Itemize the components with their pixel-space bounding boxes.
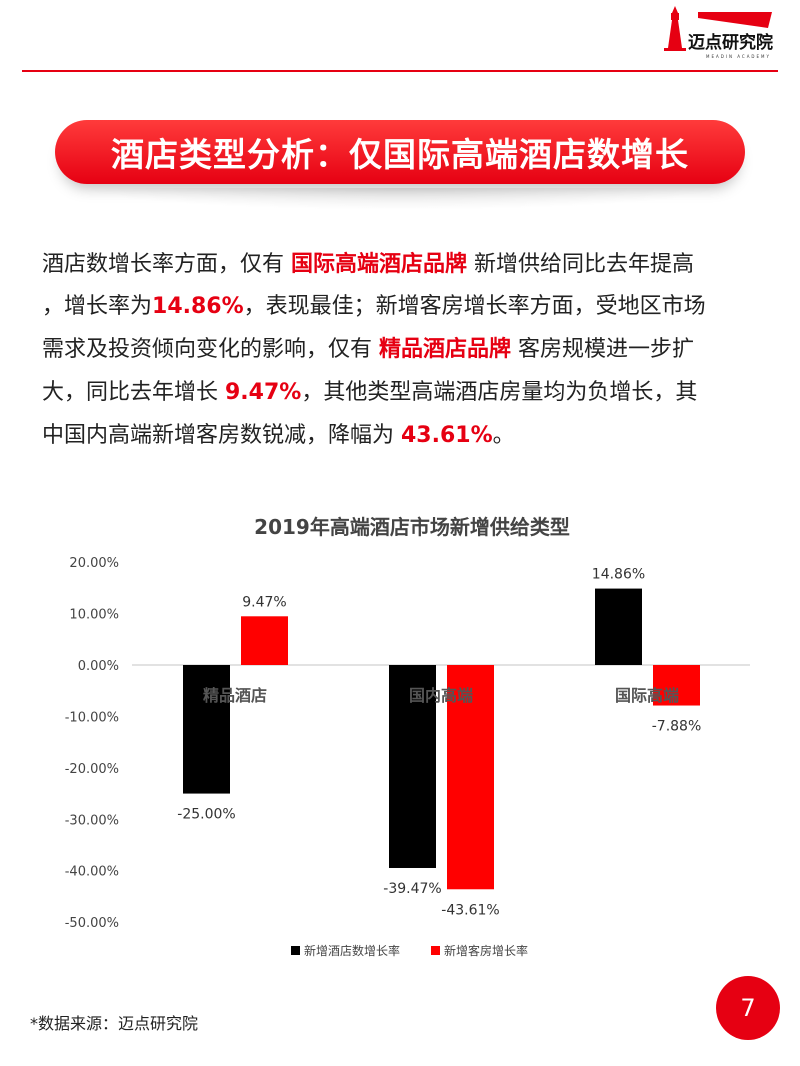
y-tick-label: 0.00% [78,659,119,674]
logo-text: 迈点研究院 [688,32,773,53]
paragraph-line: 需求及投资倾向变化的影响，仅有 精品酒店品牌 客房规模进一步扩 [42,331,694,363]
bar-rooms [447,665,494,890]
page-number: 7 [716,976,780,1040]
bar-hotels [389,665,436,868]
text-segment: 大，同比去年增长 [42,380,225,405]
legend-label: 新增客房增长率 [444,943,528,958]
y-tick-label: -30.00% [65,813,119,828]
paragraph-line: ，增长率为14.86%，表现最佳；新增客房增长率方面，受地区市场 [42,288,706,320]
legend-label: 新增酒店数增长率 [304,943,400,958]
bar-hotels [595,588,642,665]
banner-shadow [80,188,720,210]
text-segment: ，增长率为 [42,294,153,319]
bar-hotels [183,665,230,794]
bar-rooms [653,665,700,706]
y-tick-label: -20.00% [65,762,119,777]
text-segment: 需求及投资倾向变化的影响，仅有 [42,337,379,362]
text-segment: ，表现最佳；新增客房增长率方面，受地区市场 [243,294,706,319]
category-label: 国际高端 [615,686,679,705]
paragraph-line: 大，同比去年增长 9.47%，其他类型高端酒店房量均为负增长，其 [42,374,697,406]
chart-title: 2019年高端酒店市场新增供给类型 [254,515,570,539]
page-title: 酒店类型分析：仅国际高端酒店数增长 [111,135,689,174]
y-tick-label: 10.00% [69,608,119,623]
y-tick-label: -10.00% [65,710,119,725]
highlight-text: 43.61% [401,423,493,448]
category-label: 精品酒店 [203,686,267,705]
legend-swatch-rooms [431,946,440,955]
header-divider [22,70,778,72]
title-banner: 酒店类型分析：仅国际高端酒店数增长 [55,120,745,184]
text-segment: 。 [492,423,515,448]
highlight-text: 国际高端酒店品牌 [291,252,468,277]
data-label: -39.47% [383,881,441,897]
highlight-text: 精品酒店品牌 [379,337,512,362]
paragraph-line: 中国内高端新增客房数锐减，降幅为 43.61%。 [42,417,515,449]
logo-subtext: MEADIN ACADEMY [706,54,771,59]
bar-chart: 2019年高端酒店市场新增供给类型 20.00% 10.00% 0.00% -10.00… [65,515,750,958]
bar-rooms [241,616,288,665]
y-tick-label: -50.00% [65,916,119,931]
source-note: *数据来源：迈点研究院 [30,1014,199,1033]
text-segment: 客房规模进一步扩 [511,337,695,362]
text-segment: 中国内高端新增客房数锐减，降幅为 [42,423,401,448]
data-label: -7.88% [652,719,702,735]
highlight-text: 9.47% [225,380,302,405]
y-tick-label: -40.00% [65,865,119,880]
paragraph-line: 酒店数增长率方面，仅有 国际高端酒店品牌 新增供给同比去年提高 [42,246,694,278]
category-label: 国内高端 [409,686,473,705]
data-label: -25.00% [177,807,235,823]
data-label: 9.47% [242,594,286,610]
highlight-text: 14.86% [152,294,244,319]
data-label: -43.61% [441,902,499,918]
logo: 迈点研究院 MEADIN ACADEMY [660,4,780,60]
data-label: 14.86% [592,567,645,583]
text-segment: 酒店数增长率方面，仅有 [42,252,291,277]
text-segment: 新增供给同比去年提高 [467,252,695,277]
legend-swatch-hotels [291,946,300,955]
y-tick-label: 20.00% [69,556,119,571]
text-segment: ，其他类型高端酒店房量均为负增长，其 [301,380,698,405]
